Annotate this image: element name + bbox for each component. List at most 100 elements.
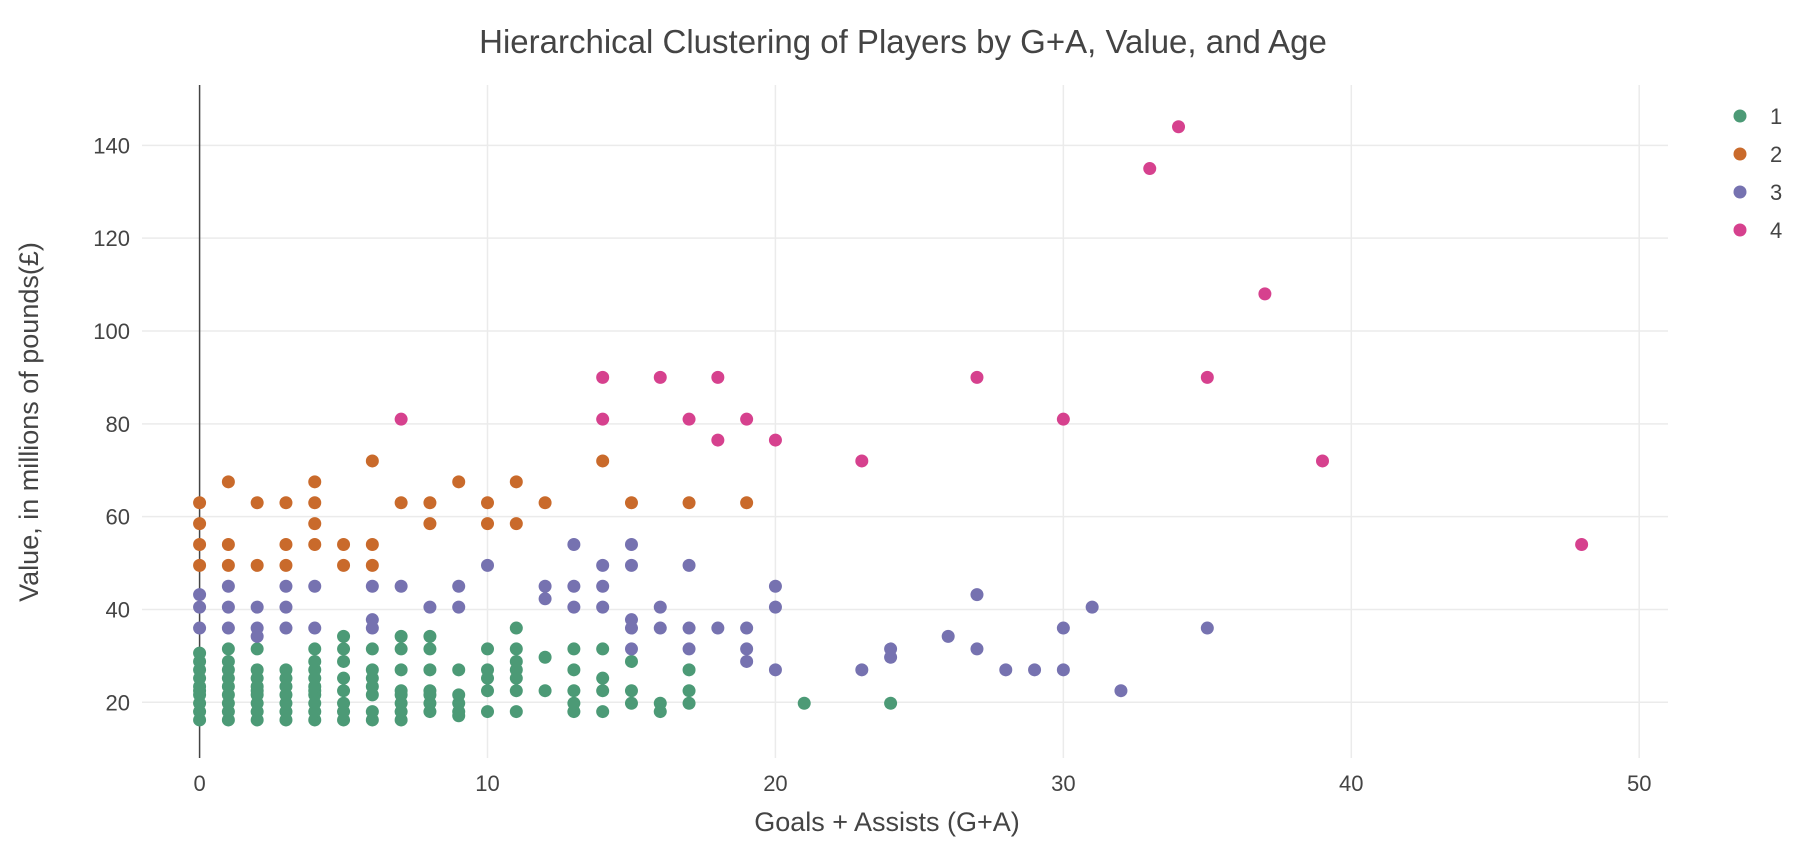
legend-marker	[1733, 185, 1747, 199]
data-point	[193, 600, 207, 614]
legend-label: 2	[1770, 142, 1782, 167]
data-point	[423, 517, 437, 531]
data-point	[797, 696, 811, 710]
data-point	[941, 629, 955, 643]
data-point	[1143, 162, 1157, 176]
data-point	[711, 370, 725, 384]
data-point	[855, 454, 869, 468]
data-point	[596, 412, 610, 426]
data-point	[193, 517, 207, 531]
data-point	[452, 475, 466, 489]
chart-title: Hierarchical Clustering of Players by G+…	[479, 23, 1327, 60]
x-tick-label: 40	[1339, 771, 1363, 796]
data-point	[1114, 684, 1128, 698]
data-point	[481, 684, 495, 698]
data-point	[596, 684, 610, 698]
data-point	[423, 684, 437, 698]
data-point	[1575, 537, 1589, 551]
data-point	[193, 558, 207, 572]
data-point	[855, 663, 869, 677]
data-point	[624, 654, 638, 668]
data-point	[682, 684, 696, 698]
data-point	[1056, 663, 1070, 677]
data-point	[1028, 663, 1042, 677]
data-point	[481, 496, 495, 510]
data-point	[653, 600, 667, 614]
legend-item-4[interactable]: 4	[1733, 218, 1783, 243]
data-point	[596, 671, 610, 685]
data-point	[221, 558, 235, 572]
series-4	[394, 120, 1589, 551]
data-point	[596, 600, 610, 614]
data-point	[567, 579, 581, 593]
y-tick-label: 40	[106, 597, 130, 622]
data-point	[452, 688, 466, 702]
data-point	[452, 663, 466, 677]
data-point	[337, 629, 351, 643]
data-point	[682, 558, 696, 572]
legend-marker	[1733, 109, 1747, 123]
data-point	[884, 642, 898, 656]
legend-marker	[1733, 223, 1747, 237]
y-tick-label: 20	[106, 690, 130, 715]
data-point	[221, 600, 235, 614]
y-tick-label: 80	[106, 412, 130, 437]
x-tick-label: 10	[475, 771, 499, 796]
data-point	[624, 696, 638, 710]
legend-item-3[interactable]: 3	[1733, 180, 1783, 205]
data-point	[394, 579, 408, 593]
data-point	[337, 654, 351, 668]
data-point	[250, 496, 264, 510]
data-point	[682, 696, 696, 710]
data-point	[365, 454, 379, 468]
data-point	[365, 579, 379, 593]
data-point	[538, 579, 552, 593]
data-point	[538, 496, 552, 510]
data-point	[538, 592, 552, 606]
legend: 1 2 3 4	[1733, 104, 1783, 243]
data-point	[682, 642, 696, 656]
data-point	[509, 684, 523, 698]
data-point	[740, 412, 754, 426]
data-point	[624, 642, 638, 656]
data-point	[624, 537, 638, 551]
data-point	[1056, 412, 1070, 426]
data-point	[423, 496, 437, 510]
legend-item-1[interactable]: 1	[1733, 104, 1783, 129]
data-point	[653, 696, 667, 710]
data-point	[567, 642, 581, 656]
data-point	[452, 600, 466, 614]
data-point	[279, 579, 293, 593]
data-point	[884, 696, 898, 710]
data-point	[423, 663, 437, 677]
data-point	[567, 537, 581, 551]
y-tick-label: 140	[93, 133, 130, 158]
y-axis-title: Value, in millions of pounds(£)	[14, 242, 44, 602]
data-point	[337, 642, 351, 656]
data-point	[1315, 454, 1329, 468]
y-tick-label: 120	[93, 226, 130, 251]
data-point	[740, 621, 754, 635]
data-point	[308, 621, 322, 635]
series-3	[193, 537, 1214, 698]
x-tick-label: 30	[1051, 771, 1075, 796]
data-point	[567, 663, 581, 677]
data-point	[365, 613, 379, 627]
data-point	[193, 496, 207, 510]
data-point	[970, 588, 984, 602]
data-point	[740, 654, 754, 668]
data-point	[308, 517, 322, 531]
data-point	[711, 433, 725, 447]
legend-item-2[interactable]: 2	[1733, 142, 1783, 167]
data-point	[596, 642, 610, 656]
data-point	[308, 642, 322, 656]
data-point	[481, 517, 495, 531]
data-point	[1200, 370, 1214, 384]
data-point	[279, 558, 293, 572]
y-axis-ticks: 20 40 60 80 100 120 140	[93, 133, 130, 715]
data-point	[250, 663, 264, 677]
data-point	[394, 412, 408, 426]
data-point	[193, 588, 207, 602]
data-point	[567, 600, 581, 614]
data-point	[653, 370, 667, 384]
